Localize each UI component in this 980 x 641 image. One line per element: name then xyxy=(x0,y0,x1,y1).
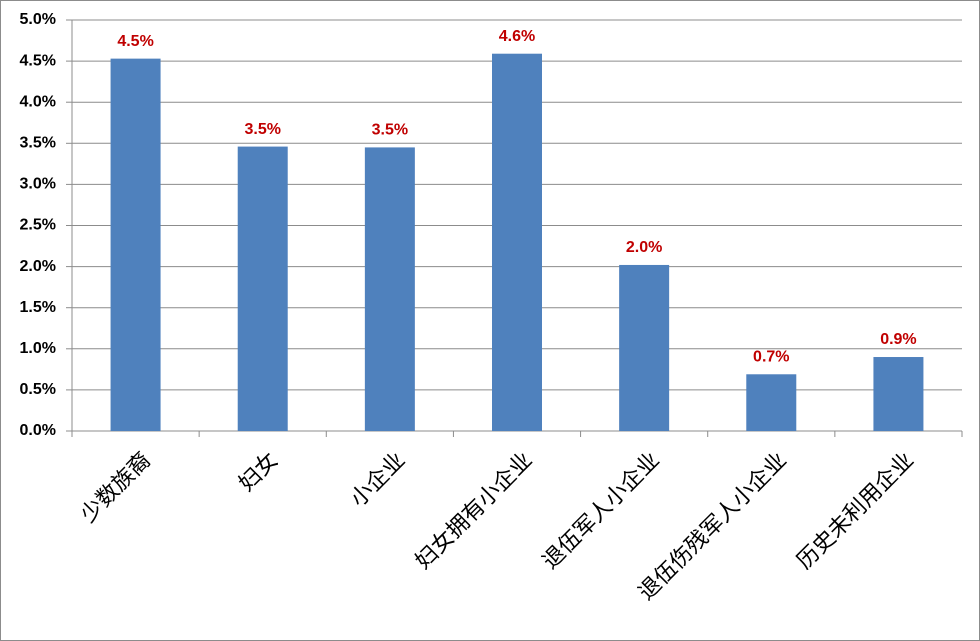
value-label: 0.7% xyxy=(753,349,789,366)
bar xyxy=(492,53,542,432)
y-tick-label: 2.5% xyxy=(20,217,56,234)
y-tick-label: 0.5% xyxy=(20,381,56,398)
value-label: 0.9% xyxy=(880,331,916,348)
bar xyxy=(746,374,797,431)
y-tick-label: 1.5% xyxy=(20,299,56,316)
bar xyxy=(110,58,161,431)
value-label: 4.6% xyxy=(499,28,535,45)
value-label: 4.5% xyxy=(117,33,153,50)
y-tick-label: 4.5% xyxy=(20,52,56,69)
y-tick-label: 3.5% xyxy=(20,135,56,152)
value-label: 3.5% xyxy=(372,122,408,139)
bar xyxy=(873,357,924,431)
bar xyxy=(237,146,288,431)
y-tick-label: 0.0% xyxy=(20,422,56,439)
value-label: 2.0% xyxy=(626,239,662,256)
y-tick-label: 1.0% xyxy=(20,340,56,357)
bar xyxy=(619,264,670,431)
value-label: 3.5% xyxy=(244,121,280,138)
y-tick-label: 3.0% xyxy=(20,176,56,193)
y-tick-label: 5.0% xyxy=(20,11,56,28)
y-tick-label: 2.0% xyxy=(20,258,56,275)
bar xyxy=(364,147,415,431)
y-tick-label: 4.0% xyxy=(20,93,56,110)
